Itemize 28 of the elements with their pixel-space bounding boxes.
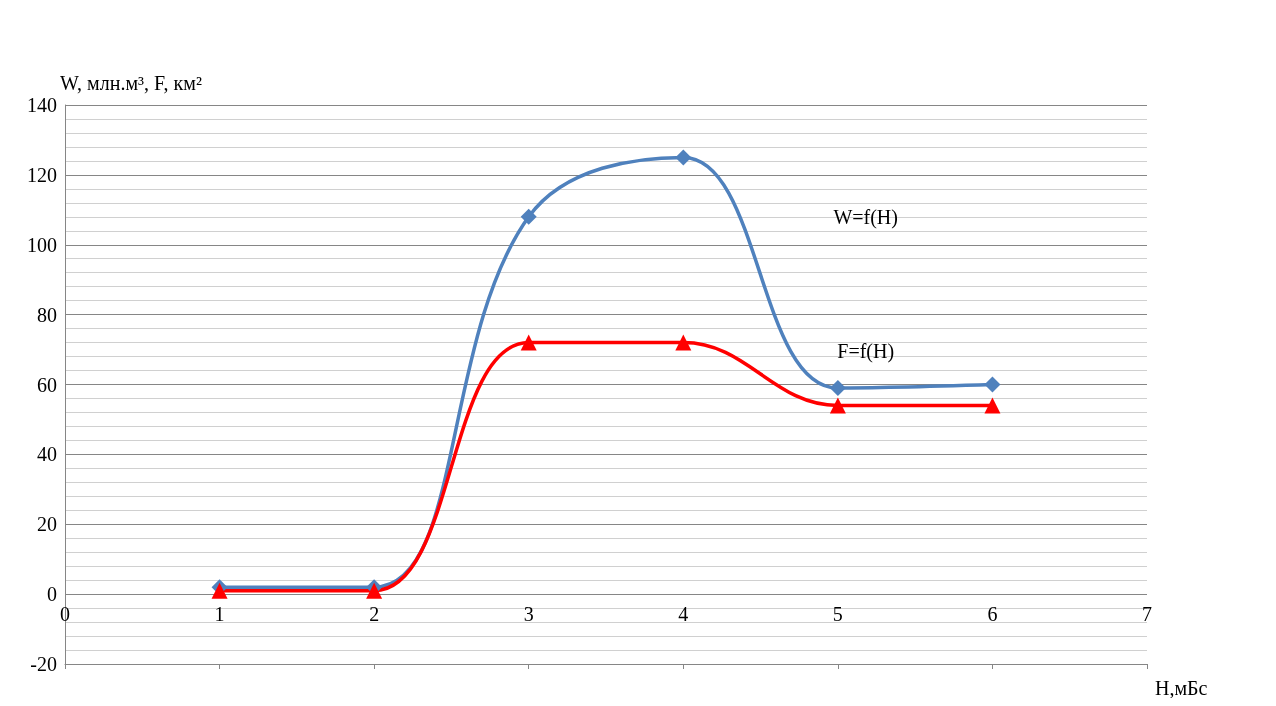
point [984, 376, 1001, 393]
x-tick-label: 4 [678, 602, 689, 625]
x-tick-label: 7 [1142, 602, 1152, 625]
annotation: F=f(H) [837, 339, 895, 363]
y-axis-title: W, млн.м³, F, км² [60, 72, 202, 94]
y-tick-label: 0 [47, 583, 57, 606]
annotation: W=f(H) [833, 206, 898, 230]
y-tick-label: 20 [37, 513, 57, 536]
point [675, 334, 692, 351]
x-tick-label: 1 [214, 602, 225, 625]
point [984, 397, 1001, 414]
x-tick-label: 3 [523, 602, 534, 625]
point [829, 379, 846, 396]
x-tick-label: 2 [369, 602, 380, 625]
y-tick-label: 40 [37, 443, 57, 466]
y-tick-label: 80 [37, 303, 57, 326]
point [520, 334, 537, 351]
y-tick-label: 100 [27, 233, 57, 256]
y-tick-label: 120 [27, 163, 57, 186]
x-axis-title: H,мБс [1155, 677, 1208, 699]
point [675, 149, 692, 166]
point [520, 208, 537, 225]
y-tick-label: 140 [27, 94, 57, 116]
x-tick-label: 6 [987, 602, 998, 625]
x-tick-label: 5 [832, 602, 843, 625]
y-tick-label: 60 [37, 373, 57, 396]
y-tick-label: -20 [30, 653, 57, 675]
point [829, 397, 846, 414]
